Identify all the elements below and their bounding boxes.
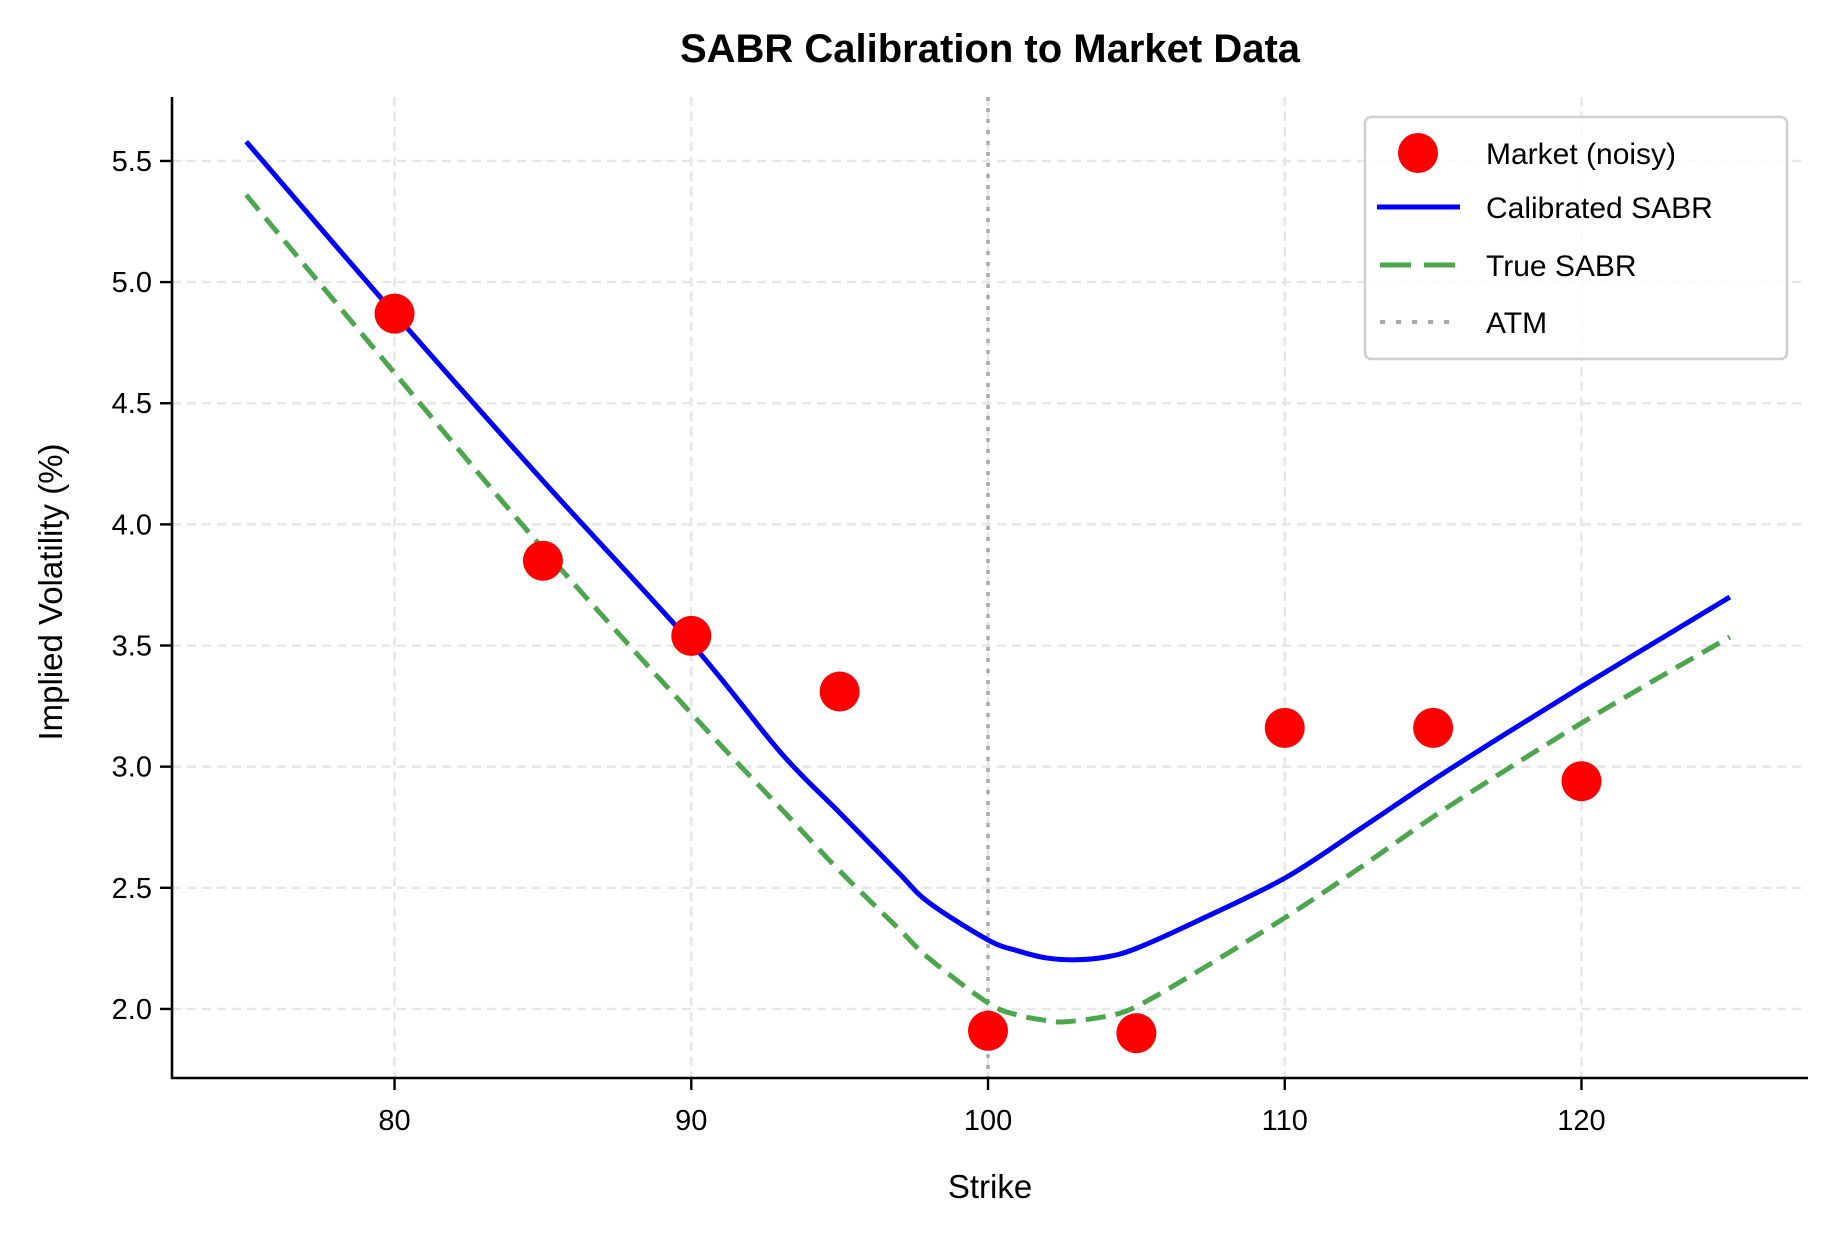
market-point <box>1561 761 1602 802</box>
x-tick-label: 80 <box>378 1105 410 1137</box>
x-tick-label: 100 <box>964 1105 1012 1137</box>
y-tick-label: 3.5 <box>112 631 152 663</box>
market-point <box>1116 1013 1157 1054</box>
legend-item-atm: ATM <box>1380 307 1547 340</box>
y-axis-label: Implied Volatility (%) <box>32 443 69 740</box>
y-tick-label: 2.0 <box>112 994 152 1026</box>
y-tick-label: 5.0 <box>112 267 152 299</box>
market-point <box>671 615 712 656</box>
x-tick-label: 110 <box>1262 1105 1308 1137</box>
chart-title: SABR Calibration to Market Data <box>680 27 1301 71</box>
legend-label-atm: ATM <box>1486 307 1547 340</box>
axes <box>170 97 1808 1080</box>
market-point <box>522 540 563 581</box>
market-point <box>968 1010 1009 1051</box>
x-tick-label: 90 <box>675 1105 707 1137</box>
y-tick-label: 4.5 <box>112 388 152 420</box>
y-tick-label: 5.5 <box>112 146 152 178</box>
curves <box>244 139 1732 1025</box>
y-tick-label: 4.0 <box>112 509 152 541</box>
legend-item-true: True SABR <box>1380 250 1637 283</box>
market-point <box>819 671 860 712</box>
market-point <box>1264 707 1305 748</box>
legend-box <box>1363 115 1789 361</box>
legend-label-true: True SABR <box>1486 250 1637 283</box>
legend-item-calibrated: Calibrated SABR <box>1377 192 1713 225</box>
legend-label-market: Market (noisy) <box>1486 138 1676 171</box>
x-tick-label: 120 <box>1557 1105 1605 1137</box>
y-ticks: 2.0 2.5 3.0 3.5 4.0 4.5 5.0 5.5 <box>112 146 172 1026</box>
true-sabr-curve <box>244 193 1732 1025</box>
calibrated-sabr-curve <box>244 139 1732 963</box>
y-tick-label: 3.0 <box>112 752 152 784</box>
y-tick-label: 2.5 <box>112 873 152 905</box>
red-dot-icon <box>1398 133 1438 173</box>
x-axis-label: Strike <box>948 1168 1032 1205</box>
legend: Market (noisy) Calibrated SABR True SABR… <box>1363 115 1789 361</box>
x-ticks: 80 90 100 110 120 <box>378 1078 1606 1137</box>
market-markers <box>374 293 1602 1054</box>
grid-lines <box>172 97 1807 1078</box>
legend-item-market: Market (noisy) <box>1398 133 1676 173</box>
market-point <box>374 293 415 334</box>
market-point <box>1413 707 1454 748</box>
legend-label-calibrated: Calibrated SABR <box>1486 192 1713 225</box>
